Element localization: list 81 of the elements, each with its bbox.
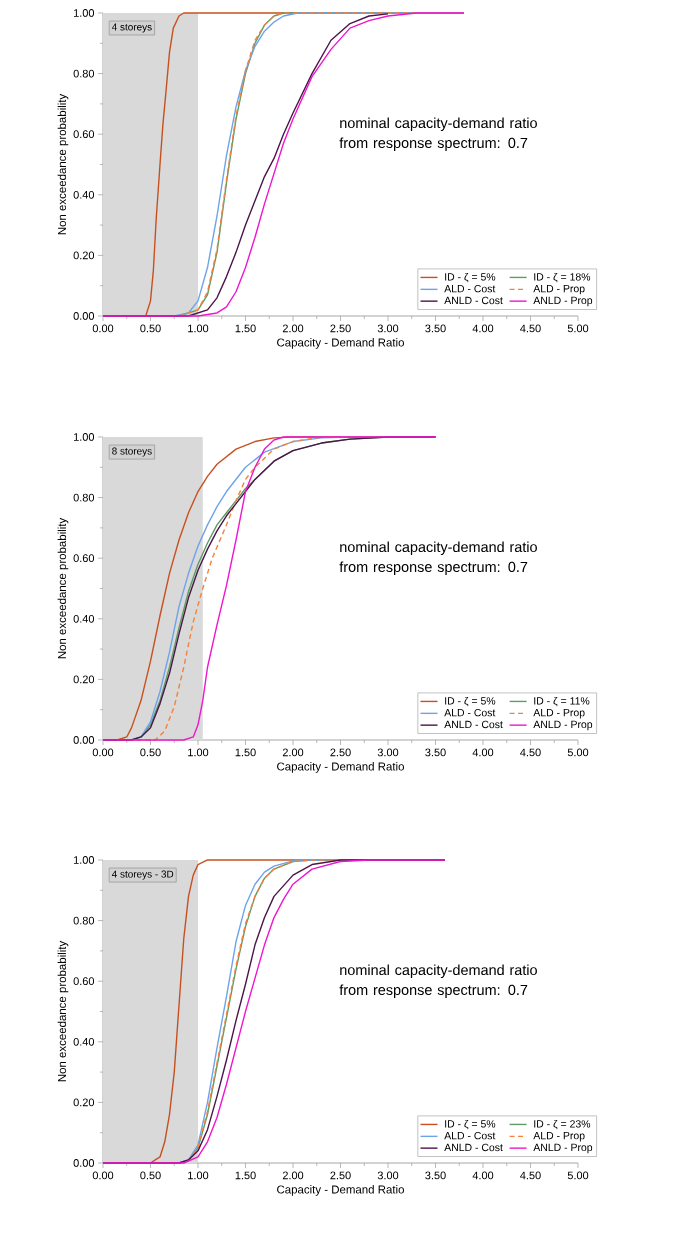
annotation: 8 storeys: [112, 447, 152, 457]
legend-label: ID - ζ = 5%: [445, 1119, 496, 1130]
x-tick-label: 4.00: [472, 324, 494, 333]
x-axis-title: Capacity - Demand Ratio: [277, 338, 404, 349]
x-tick-label: 3.00: [377, 1171, 399, 1180]
x-tick-label: 0.00: [92, 748, 114, 757]
x-tick-label: 4.50: [520, 1171, 541, 1180]
x-tick-label: 4.00: [472, 1171, 494, 1180]
y-axis-title: Non exceedance probability: [57, 940, 69, 1082]
y-tick-label: 0.00: [73, 736, 95, 744]
annotation: 4 storeys - 3D: [111, 870, 174, 880]
y-tick-label: 1.00: [73, 433, 95, 441]
x-tick-label: 3.00: [377, 324, 399, 333]
legend-label: ANLD - Cost: [444, 1143, 503, 1152]
y-tick-label: 0.20: [73, 251, 95, 260]
x-tick-label: 3.00: [377, 748, 399, 757]
x-tick-label: 2.50: [330, 748, 351, 757]
y-axis-title: Non exceedance probability: [57, 93, 69, 235]
y-tick-label: 0.00: [73, 1159, 95, 1167]
x-tick-label: 1.50: [235, 1171, 256, 1180]
x-tick-label: 0.50: [140, 324, 161, 333]
x-tick-label: 3.50: [425, 324, 446, 333]
x-tick-label: 2.00: [282, 748, 304, 757]
x-axis-title: Capacity - Demand Ratio: [277, 1185, 404, 1196]
y-tick-label: 0.40: [73, 614, 95, 623]
legend-label: ID - ζ = 5%: [445, 272, 496, 283]
x-axis-title: Capacity - Demand Ratio: [277, 762, 404, 773]
legend-label: ID - ζ = 18%: [534, 272, 591, 283]
y-tick-label: 0.60: [73, 130, 95, 139]
annotation: nominal capacity-demand ratio from response spectrum: 0.7: [339, 541, 537, 575]
y-tick-label: 1.00: [73, 9, 95, 17]
x-tick-label: 0.00: [92, 1171, 114, 1180]
x-tick-label: 5.00: [567, 748, 589, 757]
legend-label: ALD - Prop: [533, 709, 585, 719]
legend-label: ALD - Prop: [533, 285, 585, 295]
x-tick-label: 2.50: [330, 324, 351, 333]
y-tick-label: 1.00: [73, 856, 95, 864]
x-tick-label: 1.00: [188, 748, 209, 757]
x-tick-label: 1.50: [235, 748, 256, 757]
annotation: 4 storeys: [111, 23, 152, 33]
x-tick-label: 0.50: [140, 1171, 161, 1180]
y-tick-label: 0.20: [73, 1098, 95, 1107]
legend-label: ALD - Cost: [444, 708, 496, 717]
y-tick-label: 0.40: [73, 1037, 95, 1046]
y-tick-label: 0.60: [73, 977, 95, 986]
legend-label: ALD - Cost: [444, 1131, 496, 1140]
annotation: nominal capacity-demand ratio from response spectrum: 0.7: [339, 964, 537, 998]
x-tick-label: 4.00: [472, 748, 494, 757]
x-tick-label: 5.00: [567, 324, 589, 333]
x-tick-label: 1.00: [188, 1171, 209, 1180]
x-tick-label: 0.00: [92, 324, 114, 333]
y-tick-label: 0.20: [73, 675, 95, 684]
x-tick-label: 3.50: [425, 1171, 446, 1180]
legend-label: ANLD - Prop: [533, 1143, 593, 1154]
x-tick-label: 3.50: [425, 748, 446, 757]
x-tick-label: 2.00: [282, 1171, 304, 1180]
legend-label: ANLD - Cost: [444, 720, 503, 729]
x-tick-label: 1.00: [188, 324, 209, 333]
x-tick-label: 1.50: [235, 324, 256, 333]
legend-label: ANLD - Cost: [444, 296, 503, 305]
legend-label: ANLD - Prop: [533, 720, 593, 731]
x-tick-label: 2.00: [282, 324, 304, 333]
x-tick-label: 4.50: [520, 748, 541, 757]
y-tick-label: 0.40: [73, 190, 95, 199]
legend-label: ALD - Cost: [444, 284, 496, 293]
y-tick-label: 0.80: [73, 916, 95, 925]
y-tick-label: 0.60: [73, 554, 95, 563]
x-tick-label: 0.50: [140, 748, 161, 757]
legend-label: ID - ζ = 11%: [534, 696, 590, 707]
legend-label: ID - ζ = 23%: [534, 1119, 591, 1130]
y-tick-label: 0.80: [73, 493, 95, 502]
legend-label: ID - ζ = 5%: [445, 696, 496, 707]
y-tick-label: 0.80: [73, 69, 95, 78]
legend-label: ANLD - Prop: [533, 296, 593, 307]
y-tick-label: 0.00: [73, 312, 95, 320]
legend-label: ALD - Prop: [533, 1132, 585, 1142]
x-tick-label: 5.00: [567, 1171, 589, 1180]
x-tick-label: 4.50: [520, 324, 541, 333]
x-tick-label: 2.50: [330, 1171, 351, 1180]
y-axis-title: Non exceedance probability: [57, 517, 69, 659]
annotation: nominal capacity-demand ratio from response spectrum: 0.7: [339, 117, 537, 151]
